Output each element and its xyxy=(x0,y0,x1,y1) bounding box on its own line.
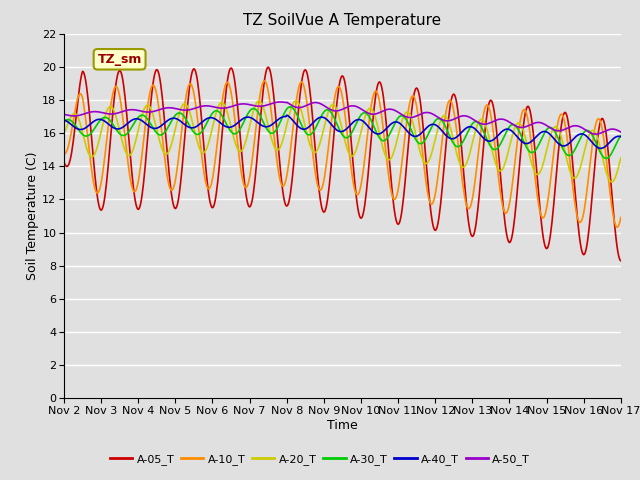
A-40_T xyxy=(444,134,451,140)
A-50_T xyxy=(566,124,574,130)
Line: A-20_T: A-20_T xyxy=(64,101,621,182)
A-40_T xyxy=(182,123,190,129)
A-50_T xyxy=(444,118,451,124)
A-50_T xyxy=(592,131,600,137)
A-10_T xyxy=(613,224,621,230)
A-20_T xyxy=(389,152,397,158)
A-10_T xyxy=(206,185,214,191)
A-30_T xyxy=(444,128,451,134)
A-50_T xyxy=(617,129,625,135)
A-10_T xyxy=(566,164,574,170)
A-05_T xyxy=(182,118,190,123)
Line: A-50_T: A-50_T xyxy=(64,102,621,134)
A-10_T xyxy=(389,194,397,200)
A-40_T xyxy=(566,139,574,145)
A-20_T xyxy=(60,130,68,136)
A-50_T xyxy=(389,107,397,112)
A-50_T xyxy=(206,103,214,109)
A-05_T xyxy=(444,125,451,131)
A-20_T xyxy=(566,170,574,176)
A-30_T xyxy=(60,119,68,124)
A-40_T xyxy=(283,112,291,118)
Text: TZ_sm: TZ_sm xyxy=(97,53,142,66)
A-05_T xyxy=(206,200,214,205)
A-30_T xyxy=(182,117,190,122)
A-10_T xyxy=(617,215,625,220)
A-50_T xyxy=(276,99,284,105)
A-40_T xyxy=(335,128,342,134)
A-05_T xyxy=(264,64,272,70)
A-20_T xyxy=(608,179,616,185)
A-20_T xyxy=(206,134,214,140)
A-30_T xyxy=(335,125,342,131)
A-30_T xyxy=(602,156,610,161)
A-50_T xyxy=(60,111,68,117)
A-05_T xyxy=(389,193,397,199)
A-30_T xyxy=(566,152,574,158)
A-50_T xyxy=(182,107,190,113)
Line: A-40_T: A-40_T xyxy=(64,115,621,148)
A-20_T xyxy=(182,102,190,108)
A-30_T xyxy=(389,125,397,131)
Line: A-30_T: A-30_T xyxy=(64,107,621,158)
A-05_T xyxy=(335,87,342,93)
X-axis label: Time: Time xyxy=(327,419,358,432)
A-30_T xyxy=(617,133,625,139)
Line: A-10_T: A-10_T xyxy=(64,81,621,227)
Title: TZ SoilVue A Temperature: TZ SoilVue A Temperature xyxy=(243,13,442,28)
A-20_T xyxy=(335,112,342,118)
A-20_T xyxy=(444,116,451,122)
A-20_T xyxy=(617,155,625,161)
A-05_T xyxy=(617,258,625,264)
A-30_T xyxy=(206,114,214,120)
A-40_T xyxy=(206,115,214,120)
A-10_T xyxy=(444,102,451,108)
A-30_T xyxy=(287,104,294,110)
A-40_T xyxy=(597,145,605,151)
A-20_T xyxy=(292,98,300,104)
Line: A-05_T: A-05_T xyxy=(64,67,621,261)
A-40_T xyxy=(617,134,625,140)
Y-axis label: Soil Temperature (C): Soil Temperature (C) xyxy=(26,152,39,280)
A-10_T xyxy=(182,93,190,98)
A-40_T xyxy=(389,120,397,126)
A-50_T xyxy=(335,108,342,113)
Legend: A-05_T, A-10_T, A-20_T, A-30_T, A-40_T, A-50_T: A-05_T, A-10_T, A-20_T, A-30_T, A-40_T, … xyxy=(106,450,534,469)
A-10_T xyxy=(260,78,268,84)
A-40_T xyxy=(60,117,68,123)
A-10_T xyxy=(60,151,68,157)
A-05_T xyxy=(60,159,68,165)
A-10_T xyxy=(335,84,342,89)
A-05_T xyxy=(566,138,574,144)
